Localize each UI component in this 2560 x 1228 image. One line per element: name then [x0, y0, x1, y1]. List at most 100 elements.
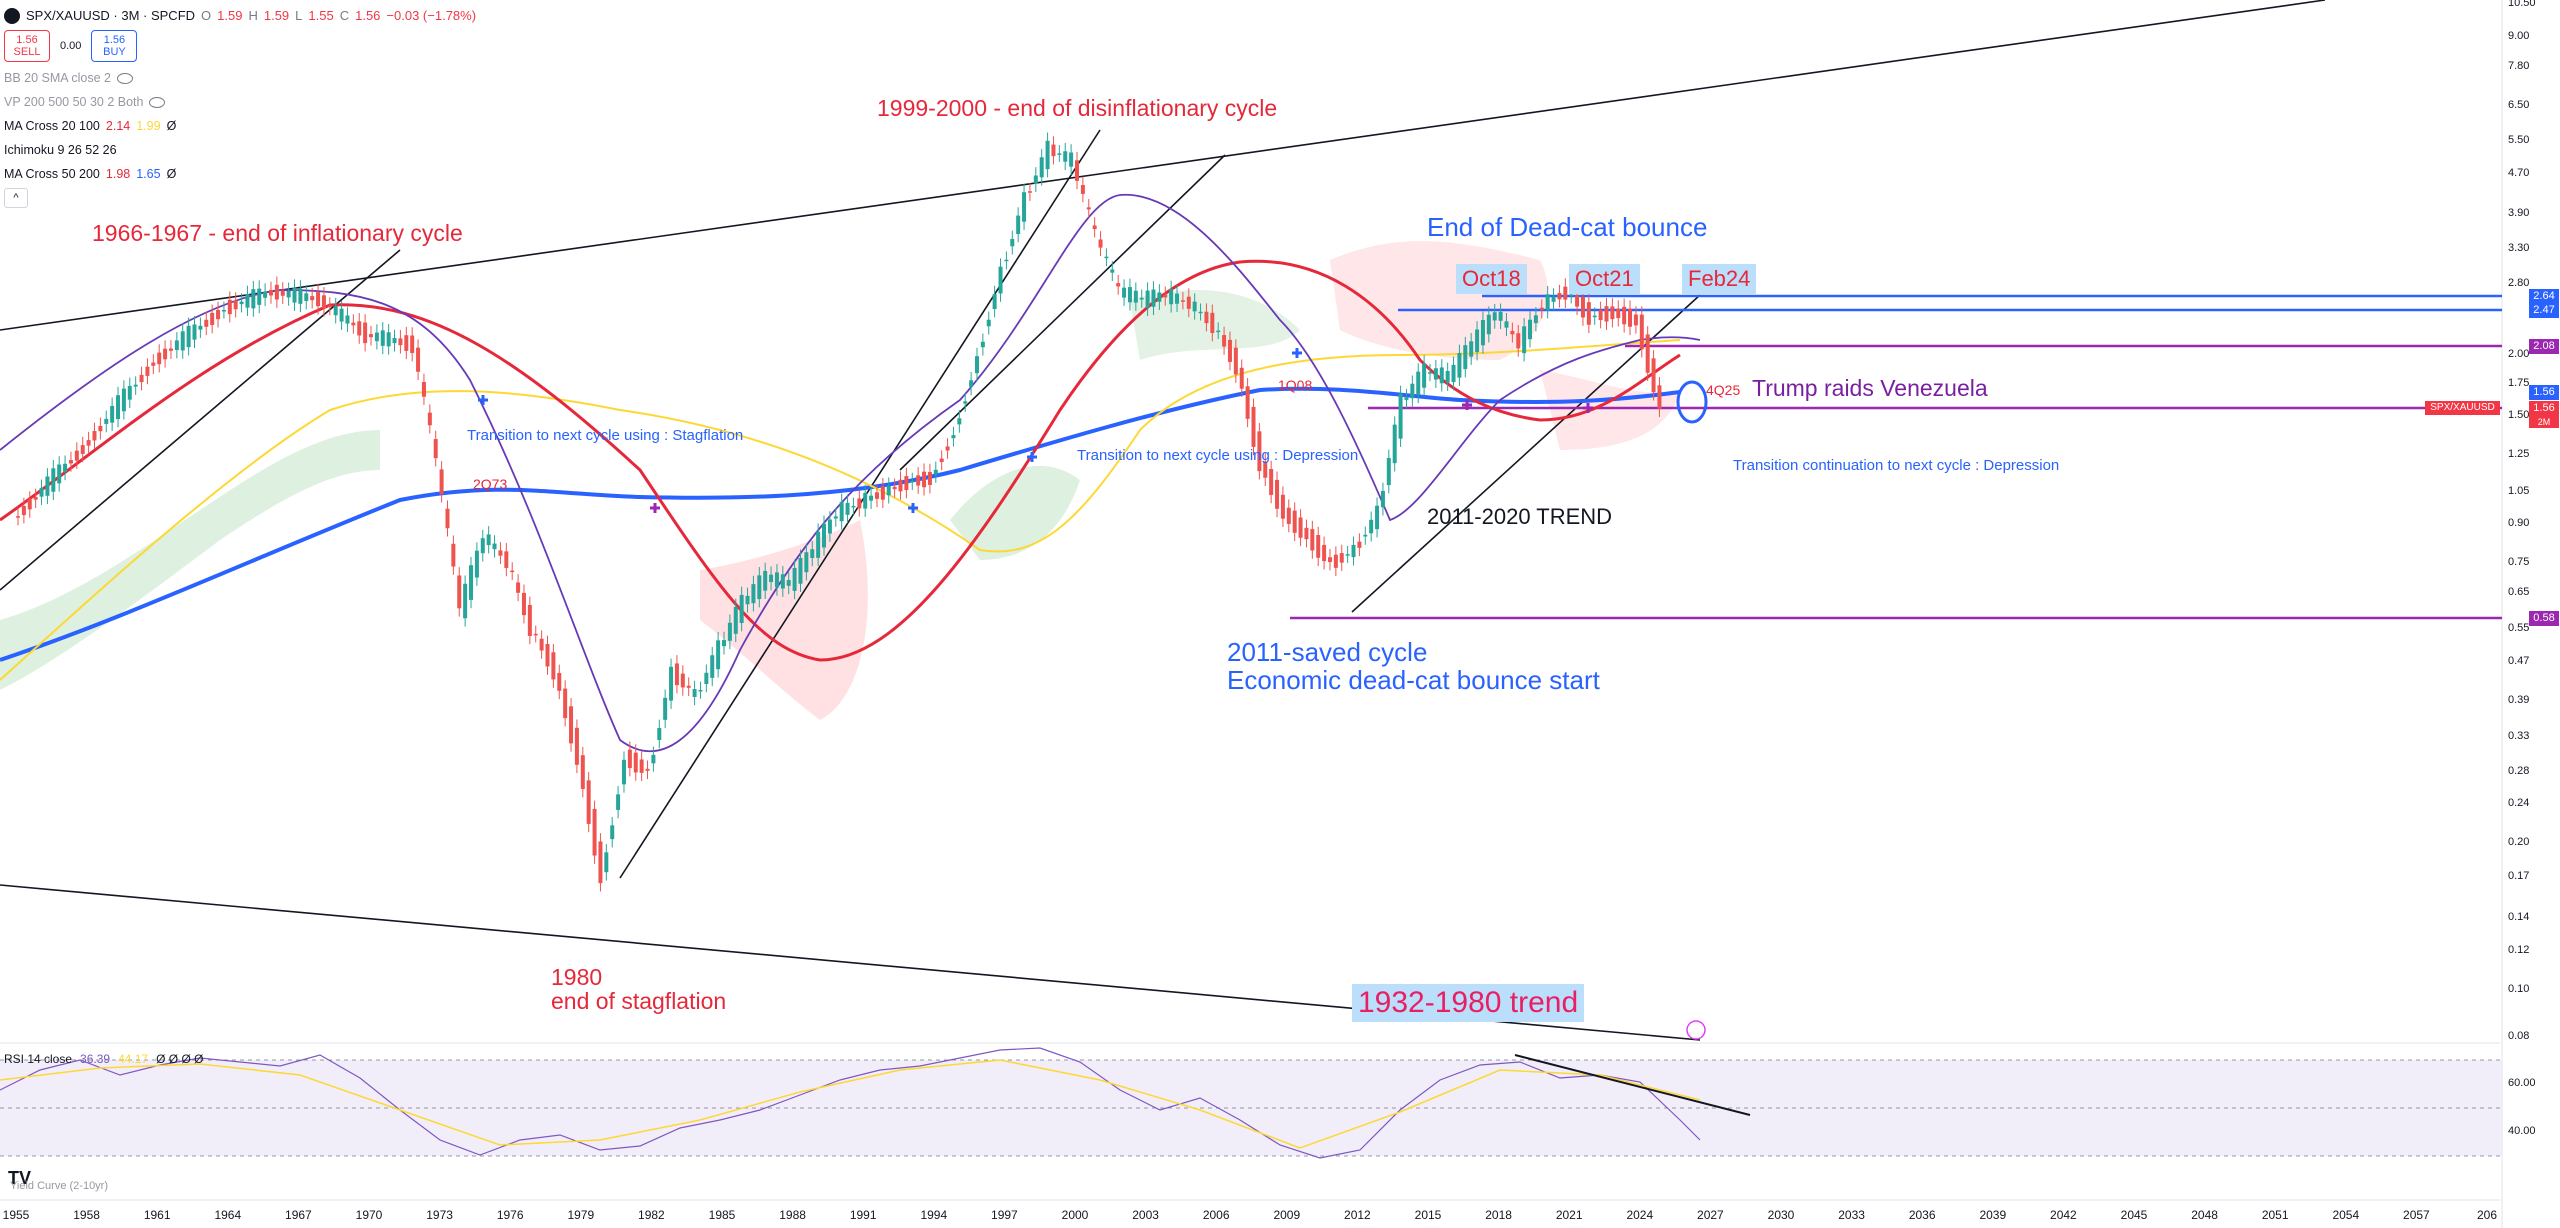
rsi-ma-value: 44.17 [118, 1052, 149, 1066]
time-tick: 206 [2476, 1208, 2498, 1222]
annotation-transition-stagflation: Transition to next cycle using : Stagfla… [467, 427, 744, 444]
symbol-price-tag: SPX/XAUUSD [2425, 401, 2500, 415]
eye-hidden-icon[interactable] [149, 96, 166, 108]
candle [551, 652, 556, 680]
collapse-legend-button[interactable]: ^ [4, 188, 28, 208]
candle [404, 335, 409, 351]
candle [804, 552, 809, 573]
rsi-value: 36.39 [80, 1052, 111, 1066]
sell-button[interactable]: 1.56 SELL [4, 30, 50, 62]
price-tick: 0.65 [2508, 586, 2530, 599]
time-tick: 2015 [1414, 1208, 1442, 1222]
candle [1392, 424, 1397, 464]
candle [992, 294, 997, 310]
candle [1004, 259, 1009, 262]
time-tick: 1994 [920, 1208, 948, 1222]
candle [1439, 367, 1444, 384]
candle [780, 574, 785, 589]
yield-curve-label[interactable]: Yield Curve (2-10yr) [10, 1180, 109, 1192]
candle [268, 289, 273, 296]
price-tick: 3.30 [2508, 242, 2530, 255]
candle [904, 476, 909, 491]
candle [516, 582, 521, 593]
time-tick: 1976 [496, 1208, 524, 1222]
time-tick: 1964 [214, 1208, 242, 1222]
price-tick: 2.00 [2508, 348, 2530, 361]
indicator-ma20-name: MA Cross 20 100 [4, 119, 100, 133]
candle [492, 543, 497, 550]
price-tick: 0.47 [2508, 654, 2530, 667]
candle [951, 435, 956, 439]
candle [1510, 330, 1515, 335]
candle [1198, 311, 1203, 314]
buy-button[interactable]: 1.56 BUY [91, 30, 138, 62]
candle [116, 395, 121, 420]
rsi-extra: Ø Ø Ø Ø [156, 1052, 204, 1066]
candle [398, 338, 403, 346]
symbol-title[interactable]: SPX/XAUUSD · 3M · SPCFD [26, 8, 196, 23]
candle [1269, 469, 1274, 495]
candle [1375, 505, 1380, 530]
time-tick: 2012 [1344, 1208, 1371, 1222]
candle [1369, 519, 1374, 534]
eye-hidden-icon[interactable] [117, 72, 134, 84]
candle [674, 663, 679, 686]
candle [1657, 385, 1662, 409]
candle [927, 472, 932, 485]
candle [692, 689, 697, 697]
rsi-tick-60: 60.00 [2508, 1077, 2536, 1089]
time-tick: 1997 [991, 1208, 1018, 1222]
candle [880, 486, 885, 500]
candle [1628, 308, 1633, 327]
indicator-ichimoku[interactable]: Ichimoku 9 26 52 26 [4, 138, 476, 162]
candle [851, 505, 856, 508]
candle [274, 284, 279, 300]
time-tick: 2036 [1908, 1208, 1936, 1222]
candle [774, 572, 779, 588]
candle [892, 486, 897, 490]
candle [1604, 306, 1609, 322]
candle [51, 468, 56, 492]
indicator-vp[interactable]: VP 200 500 50 30 2 Both [4, 90, 476, 114]
annotation-trend-1932: 1932-1980 trend [1352, 984, 1585, 1022]
tradingview-logo-icon: TV [8, 1168, 32, 1188]
candle [198, 325, 203, 330]
rsi-legend[interactable]: RSI 14 close 36.39 44.17 Ø Ø Ø Ø [4, 1052, 203, 1066]
candle [1063, 151, 1068, 162]
rsi-line [0, 1047, 1701, 1159]
annotation-trend-2011: 2011-2020 TREND [1427, 504, 1613, 529]
candle [533, 633, 538, 636]
indicator-ma-cross-20-100[interactable]: MA Cross 20 100 2.14 1.99 Ø [4, 114, 476, 138]
price-tick: 1.05 [2508, 484, 2530, 497]
annotation-deadcat-start: Economic dead-cat bounce start [1227, 665, 1600, 695]
ma-cross-markers-red [650, 400, 1593, 513]
candle [545, 643, 550, 667]
price-tick: 3.90 [2508, 206, 2530, 219]
time-tick: 2054 [2332, 1208, 2360, 1222]
price-tick: 0.20 [2508, 835, 2530, 848]
candle [204, 319, 209, 327]
candle [451, 543, 456, 567]
price-tick: 0.17 [2508, 870, 2530, 883]
candle [486, 534, 491, 546]
price-tick: 0.90 [2508, 517, 2530, 530]
cloud-green-3 [1130, 290, 1300, 360]
candle [1616, 308, 1621, 319]
candle [1380, 490, 1385, 508]
candle [969, 380, 974, 387]
candle [1122, 287, 1127, 298]
candle [857, 498, 862, 509]
annotation-1q08: 1Q08 [1278, 377, 1313, 393]
time-tick: 2030 [1767, 1208, 1795, 1222]
indicator-bb[interactable]: BB 20 SMA close 2 [4, 66, 476, 90]
indicator-ma-cross-50-200[interactable]: MA Cross 50 200 1.98 1.65 Ø [4, 162, 476, 186]
candle [163, 348, 168, 360]
candle [227, 299, 232, 315]
candle [598, 841, 603, 884]
candle [151, 362, 156, 366]
candle [1463, 345, 1468, 370]
candle [192, 324, 197, 340]
candle [1016, 215, 1021, 235]
candle [1027, 191, 1032, 193]
